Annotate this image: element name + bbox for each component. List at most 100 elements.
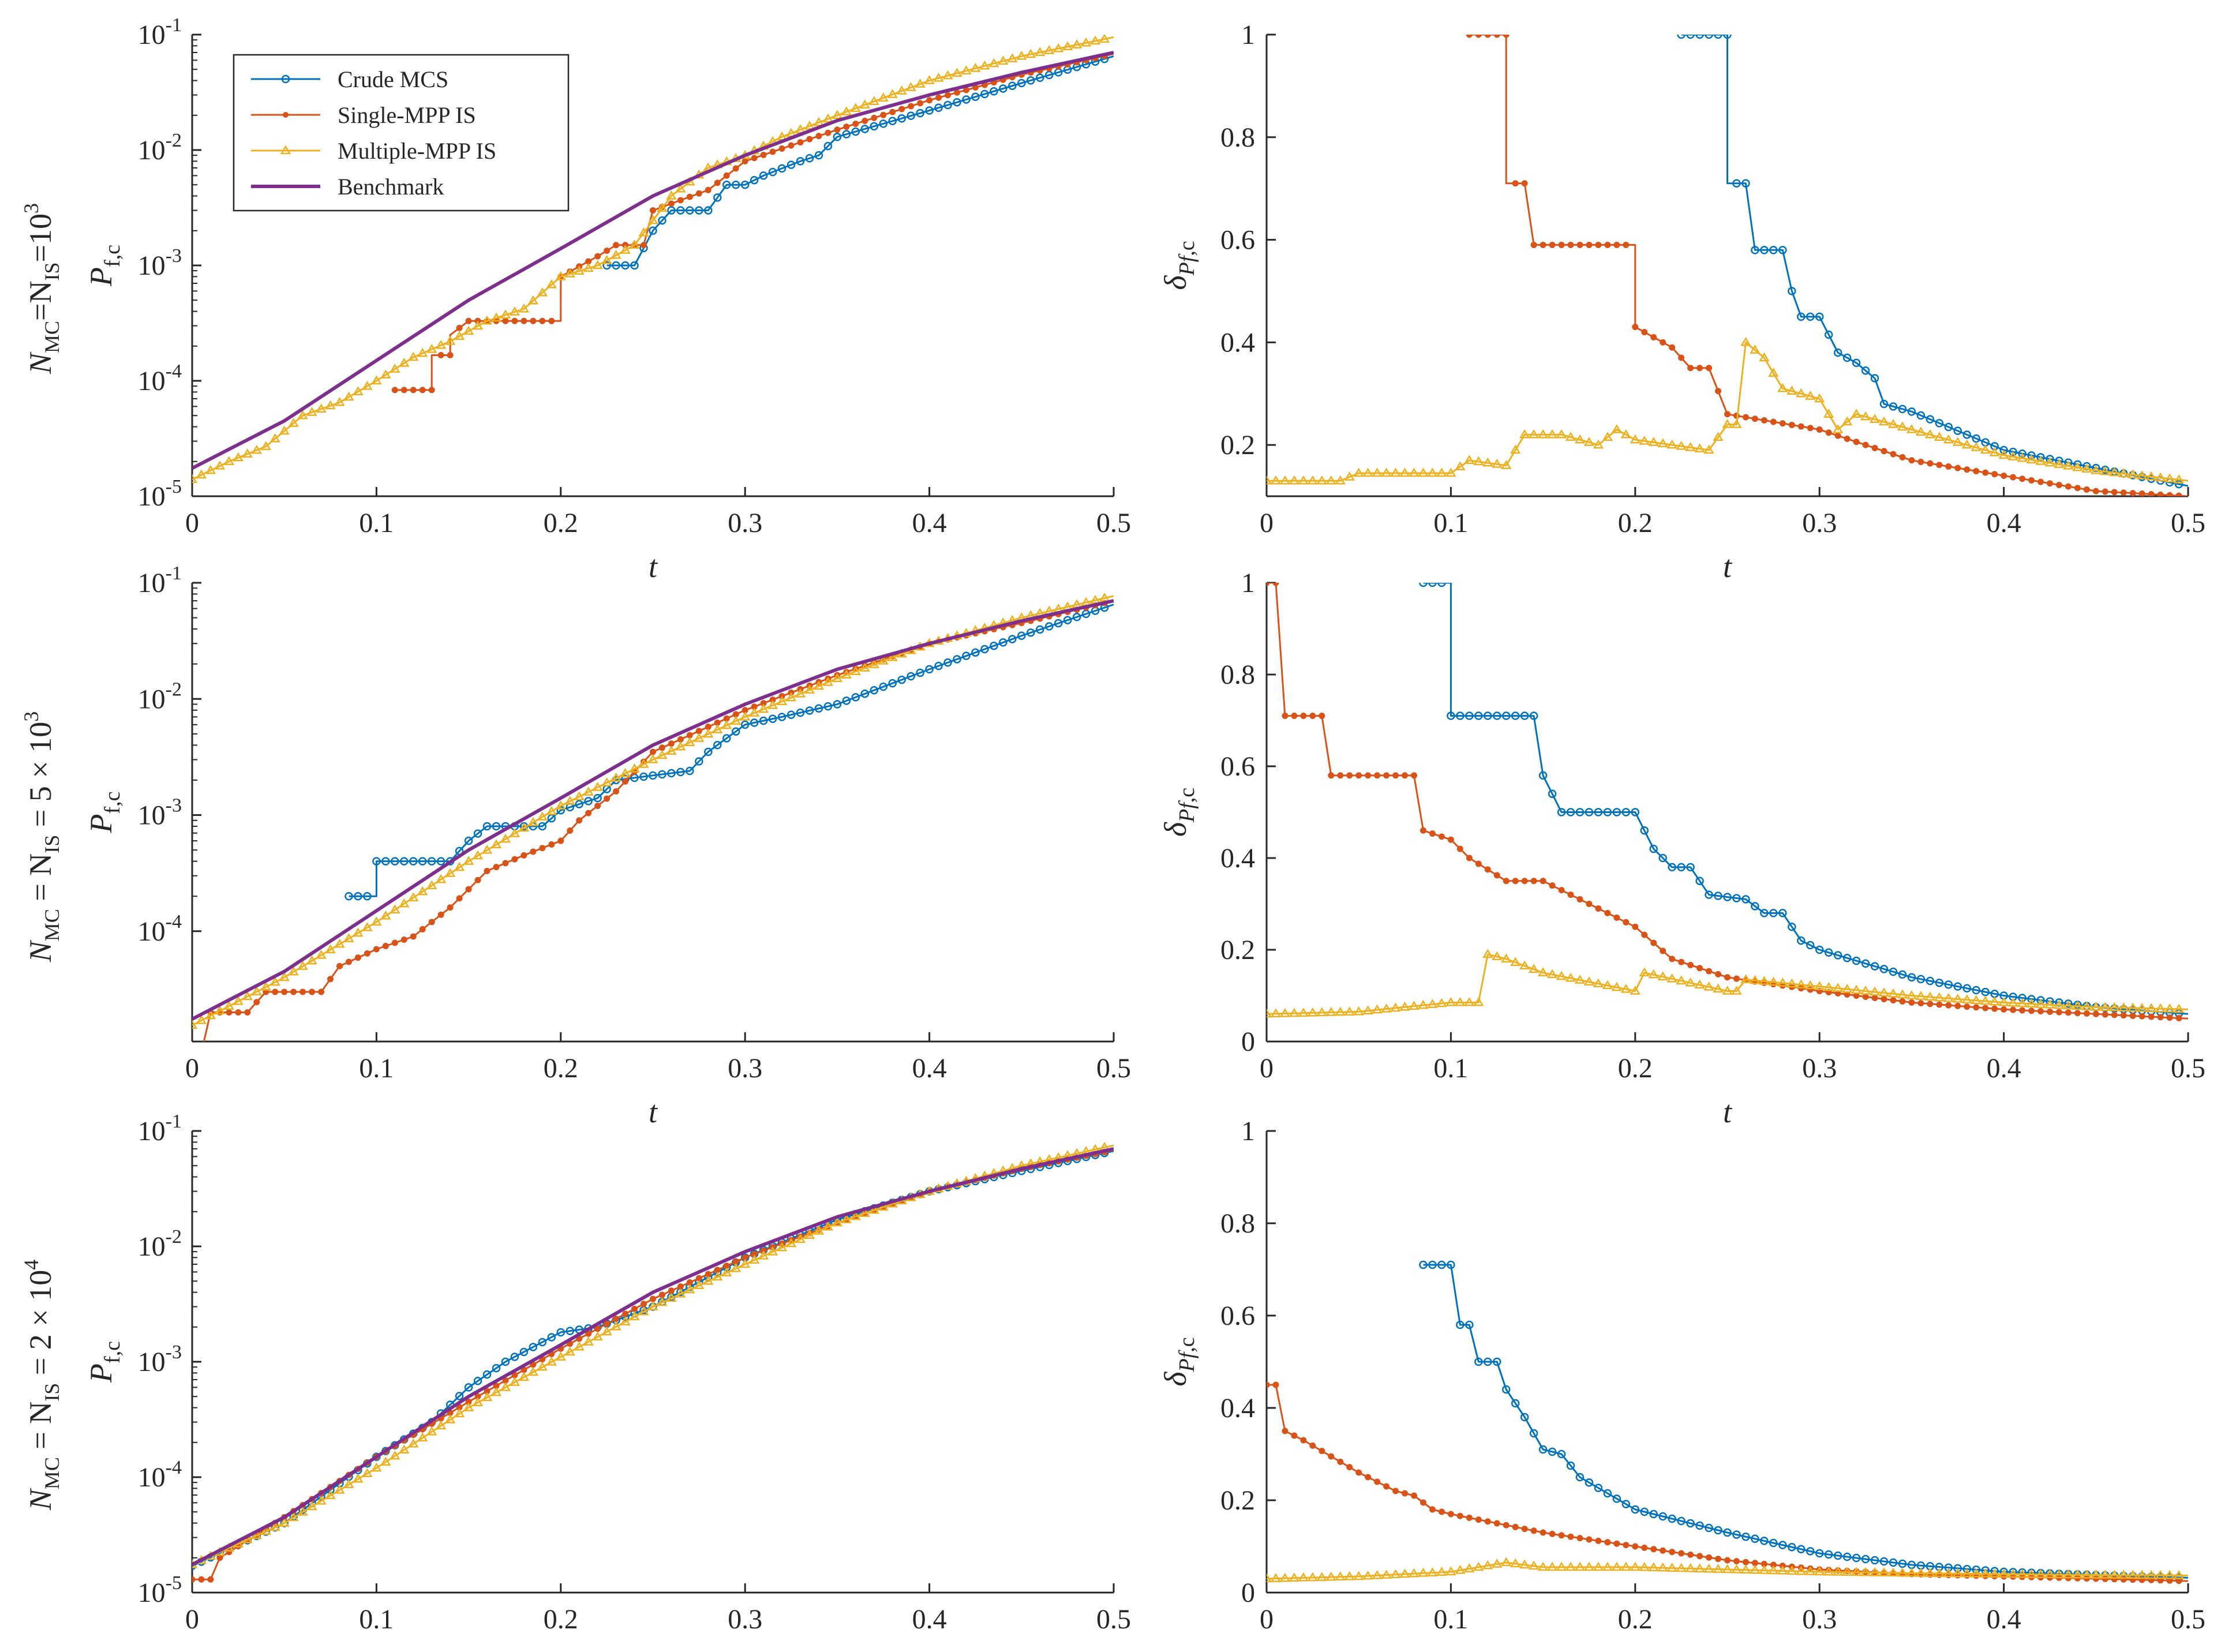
marker-multiple (1510, 444, 1521, 454)
marker-single (650, 207, 656, 214)
marker-multiple (1611, 982, 1623, 991)
marker-crude (860, 125, 870, 133)
marker-multiple (1971, 1568, 1982, 1578)
marker-multiple (1998, 1568, 2009, 1578)
marker-crude (916, 668, 924, 677)
marker-single (1429, 830, 1436, 837)
marker-multiple (472, 320, 484, 330)
marker-multiple (1381, 1569, 1392, 1579)
marker-multiple (666, 746, 677, 755)
marker-multiple (1409, 1001, 1420, 1010)
marker-crude (1705, 35, 1713, 39)
marker-single (613, 1316, 620, 1323)
marker-single (1871, 444, 1878, 451)
marker-crude (1714, 35, 1722, 39)
marker-single (1420, 1499, 1426, 1506)
marker-crude (2174, 480, 2183, 489)
marker-crude (1027, 76, 1035, 85)
marker-multiple (1565, 432, 1576, 441)
marker-crude (833, 132, 842, 141)
marker-crude (1788, 287, 1796, 295)
marker-crude (1649, 1509, 1658, 1519)
marker-single (1595, 1537, 1602, 1544)
marker-multiple (500, 1381, 511, 1391)
marker-multiple (1325, 475, 1336, 485)
marker-crude (1732, 179, 1741, 188)
marker-crude (1833, 951, 1842, 960)
marker-crude (1852, 358, 1861, 368)
marker-crude (1677, 863, 1686, 872)
marker-multiple (463, 1402, 474, 1411)
y-tick-label: 1 (1241, 1116, 1255, 1147)
marker-multiple (1796, 388, 1807, 398)
marker-single (741, 158, 748, 164)
marker-crude (695, 206, 703, 215)
marker-crude (759, 716, 768, 725)
marker-single (465, 886, 472, 893)
marker-crude (538, 822, 547, 831)
marker-multiple (1851, 409, 1862, 418)
marker-crude (1511, 1399, 1520, 1408)
marker-single (1540, 878, 1546, 885)
marker-multiple (1445, 1566, 1456, 1576)
y-tick-label: 10-3 (138, 1342, 182, 1377)
marker-multiple (2054, 1569, 2065, 1579)
marker-single (788, 142, 795, 149)
marker-multiple (500, 833, 511, 843)
marker-multiple (454, 331, 465, 340)
marker-crude (1658, 853, 1667, 863)
marker-single (1862, 993, 1869, 1000)
series-benchmark (192, 51, 1114, 470)
marker-single (576, 817, 583, 824)
marker-single (2010, 1006, 2017, 1013)
marker-multiple (1934, 1568, 1945, 1578)
marker-crude (759, 171, 768, 180)
x-tick-label: 0.1 (1433, 1604, 1468, 1635)
marker-multiple (1556, 1561, 1567, 1571)
marker-multiple (1353, 1571, 1364, 1580)
x-tick-label: 0.5 (1096, 508, 1131, 538)
marker-multiple (1777, 383, 1788, 392)
marker-single (1834, 432, 1841, 439)
marker-multiple (297, 410, 308, 419)
marker-multiple (1630, 434, 1641, 444)
marker-single (1319, 713, 1325, 720)
marker-crude (897, 114, 906, 123)
marker-multiple (1878, 416, 1890, 426)
marker-multiple (408, 1438, 419, 1448)
marker-crude (823, 141, 833, 151)
marker-crude (1898, 1559, 1907, 1568)
marker-crude (1428, 583, 1437, 587)
marker-multiple (527, 1366, 539, 1376)
marker-single (1770, 418, 1777, 425)
marker-single (2046, 480, 2053, 487)
y-tick-label: 0.8 (1220, 1208, 1255, 1239)
marker-multiple (657, 203, 668, 212)
marker-multiple (371, 916, 382, 926)
marker-single (2092, 488, 2099, 495)
marker-single (2157, 491, 2164, 496)
marker-multiple (472, 850, 484, 860)
marker-multiple (1648, 1562, 1659, 1572)
y-tick-label: 10-3 (138, 245, 182, 281)
marker-single (1632, 324, 1639, 331)
marker-crude (1824, 1550, 1833, 1559)
marker-multiple (878, 655, 889, 665)
y-tick-label: 10-1 (138, 1111, 182, 1147)
marker-multiple (1952, 1568, 1963, 1578)
marker-single (1521, 1526, 1528, 1533)
marker-crude (786, 710, 796, 720)
panel-row2-right: 0 0.1 0.2 0.3 0.4 0.5 t 0 0.2 0.4 0.6 0.8 1 δPf,c (1158, 568, 2205, 1129)
marker-crude (1612, 1494, 1621, 1503)
marker-multiple (2035, 1569, 2046, 1578)
marker-multiple (675, 183, 686, 193)
marker-multiple (436, 874, 447, 883)
series-crude (602, 54, 1114, 270)
marker-single (1309, 713, 1316, 720)
marker-single (1447, 836, 1454, 843)
marker-multiple (1805, 980, 1816, 990)
marker-multiple (1593, 978, 1604, 988)
marker-multiple (878, 92, 889, 102)
marker-multiple (1685, 1563, 1696, 1572)
